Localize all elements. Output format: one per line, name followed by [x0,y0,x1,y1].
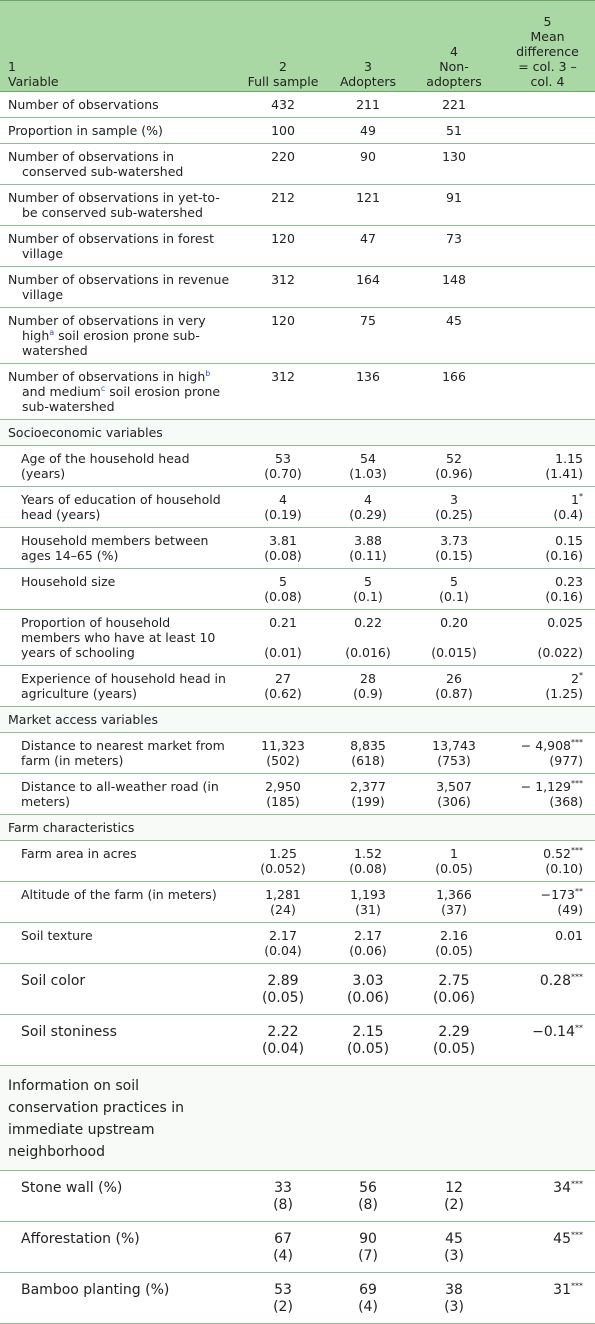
table-row: Experience of household head in agricult… [0,665,595,707]
table-row: Number of observations in very higha soi… [0,307,595,364]
footnote-marker[interactable]: b [205,368,211,378]
table-row: Bamboo planting (%) 53 (2) 69 (4) 38 (3) 31… [0,1272,595,1324]
footnote-marker[interactable]: c [100,383,106,393]
table-row: Number of observations in forest village… [0,225,595,267]
table-row: Soil texture 2.17 (0.04) 2.17 (0.06) 2.16(… [0,922,595,964]
table-row: Soil color 2.89 (0.05) 3.03 (0.06) 2.75 (0.… [0,963,595,1015]
table-row: Number of observations in highb and medi… [0,363,595,420]
header-mean-difference: 5 Mean difference = col. 3 – col. 4 [500,0,595,92]
table-row: Proportion in sample (%) 100 49 51 [0,117,595,144]
table-row: Household members between ages 14–65 (%)… [0,527,595,569]
section-heading-market-access: Market access variables [0,706,595,733]
table-row: Number of observations in conserved sub-… [0,143,595,185]
footnote-marker[interactable]: a [49,327,55,337]
header-full-sample: 2 Full sample [238,0,328,92]
table-header: 1 Variable 2 Full sample 3 Adopters 4 Non-ad… [0,0,595,92]
header-variable: 1 Variable [0,0,238,92]
section-heading-socioeconomic: Socioeconomic variables [0,419,595,446]
table-row: Years of education of household head (ye… [0,486,595,528]
table-row: Number of observations in revenue villag… [0,266,595,308]
table-row: Distance to nearest market from farm (in… [0,732,595,774]
table-row: Household size 5 (0.08) 5 (0.1) 5 (0.1) 0.2… [0,568,595,610]
section-heading-farm-characteristics: Farm characteristics [0,814,595,841]
table-row: Age of the household head (years) 53 (0.7… [0,445,595,487]
header-adopters: 3 Adopters [328,0,408,92]
header-non-adopters: 4 Non-adopters [408,0,500,92]
table-row: Number of observations 432 211 221 [0,91,595,118]
table-row: Number of observations in yet-to-be cons… [0,184,595,226]
table-row: Proportion of household members who have… [0,609,595,666]
table-row: Afforestation (%) 67 (4) 90 (7) 45 (3) 45**… [0,1221,595,1273]
table-row: Soil stoniness 2.22 (0.04) 2.15 (0.05) 2.2… [0,1014,595,1066]
table-row: Distance to all-weather road (in meters)… [0,773,595,815]
section-heading-upstream-practices: Information on soil conservation practic… [0,1065,595,1171]
table-row: Stone wall (%) 33 (8) 56 (8) 12 (2) 34*** [0,1170,595,1222]
table-row: Altitude of the farm (in meters) 1,281 (2… [0,881,595,923]
table-row: Farm area in acres 1.25 (0.052) 1.52 (0.08… [0,840,595,882]
